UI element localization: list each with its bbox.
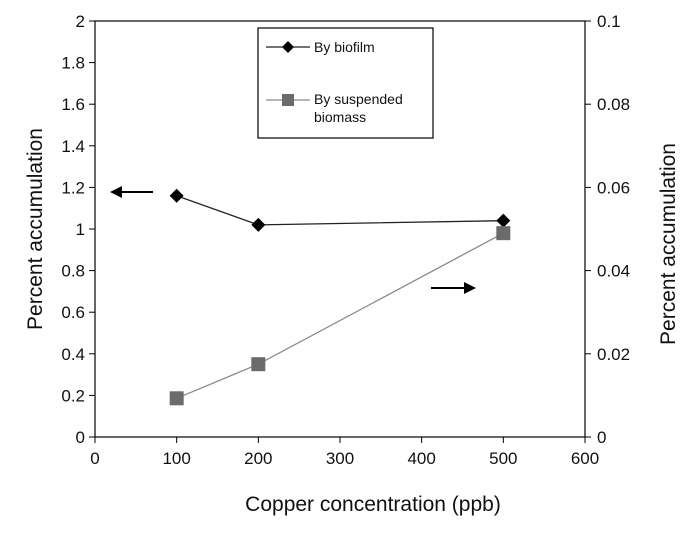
y-tick-label: 1.6 (61, 95, 85, 114)
arrow-right-annotation (431, 282, 476, 294)
data-point-biofilm (169, 188, 184, 203)
data-point-suspended-biomass (496, 226, 511, 241)
series-layer (169, 188, 511, 406)
x-tick-label: 500 (489, 449, 517, 468)
y2-tick-label: 0.04 (597, 262, 630, 281)
data-point-suspended-biomass (169, 391, 184, 406)
x-tick-label: 100 (162, 449, 190, 468)
x-tick-label: 200 (244, 449, 272, 468)
y-axis-left-title: Percent accumulation (24, 128, 47, 330)
y-tick-label: 0.2 (61, 386, 85, 405)
legend-diamond-marker (282, 41, 294, 53)
y2-tick-label: 0.08 (597, 95, 630, 114)
x-axis: 0 100 200 300 400 500 600 (90, 437, 599, 468)
y-tick-label: 2 (76, 12, 85, 31)
y-tick-label: 0 (76, 428, 85, 447)
data-point-biofilm (251, 217, 266, 232)
legend: By biofilm By suspended biomass (257, 27, 434, 139)
y-tick-label: 0.8 (61, 262, 85, 281)
legend-label-suspended: By suspended biomass (314, 91, 407, 125)
y-axis-right: 0 0.02 0.04 0.06 0.08 0.1 (585, 12, 630, 447)
legend-label-biofilm: By biofilm (314, 39, 375, 55)
y-tick-label: 1.2 (61, 178, 85, 197)
y-axis-right-title: Percent accumulation (657, 143, 680, 345)
legend-item-suspended: By suspended biomass (266, 91, 407, 125)
y2-tick-label: 0 (597, 428, 606, 447)
y2-tick-label: 0.02 (597, 345, 630, 364)
y-axis-left: 0 0.2 0.4 0.6 0.8 1 1.2 1.4 1.6 1.8 2 (61, 12, 95, 447)
x-tick-label: 600 (571, 449, 599, 468)
y-tick-label: 1.4 (61, 137, 85, 156)
x-tick-label: 400 (407, 449, 435, 468)
y-tick-label: 1.8 (61, 54, 85, 73)
x-axis-title: Copper concentration (ppb) (245, 493, 501, 516)
legend-square-marker (282, 94, 294, 106)
legend-item-biofilm: By biofilm (266, 39, 375, 55)
y2-tick-label: 0.1 (597, 12, 621, 31)
y2-tick-label: 0.06 (597, 178, 630, 197)
arrow-left-annotation (110, 186, 153, 198)
x-tick-label: 300 (326, 449, 354, 468)
y-tick-label: 0.6 (61, 303, 85, 322)
x-tick-label: 0 (90, 449, 99, 468)
data-point-suspended-biomass (251, 357, 266, 372)
y-tick-label: 0.4 (61, 345, 85, 364)
data-point-biofilm (496, 213, 511, 228)
y-tick-label: 1 (76, 220, 85, 239)
